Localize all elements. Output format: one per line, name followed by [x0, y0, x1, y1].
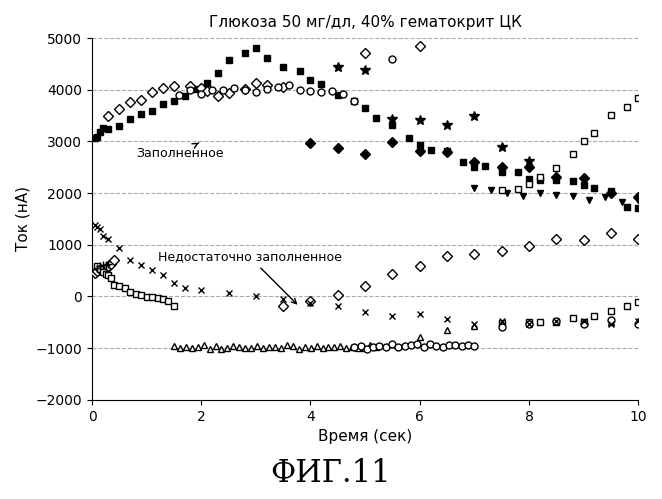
Y-axis label: Ток (нА): Ток (нА) — [15, 187, 30, 251]
Text: Заполненное: Заполненное — [136, 143, 223, 160]
Text: ФИГ.11: ФИГ.11 — [271, 458, 391, 489]
Title: Глюкоза 50 мг/дл, 40% гематокрит ЦК: Глюкоза 50 мг/дл, 40% гематокрит ЦК — [209, 15, 522, 30]
X-axis label: Время (сек): Время (сек) — [318, 429, 412, 444]
Text: Недостаточно заполненное: Недостаточно заполненное — [158, 250, 342, 304]
